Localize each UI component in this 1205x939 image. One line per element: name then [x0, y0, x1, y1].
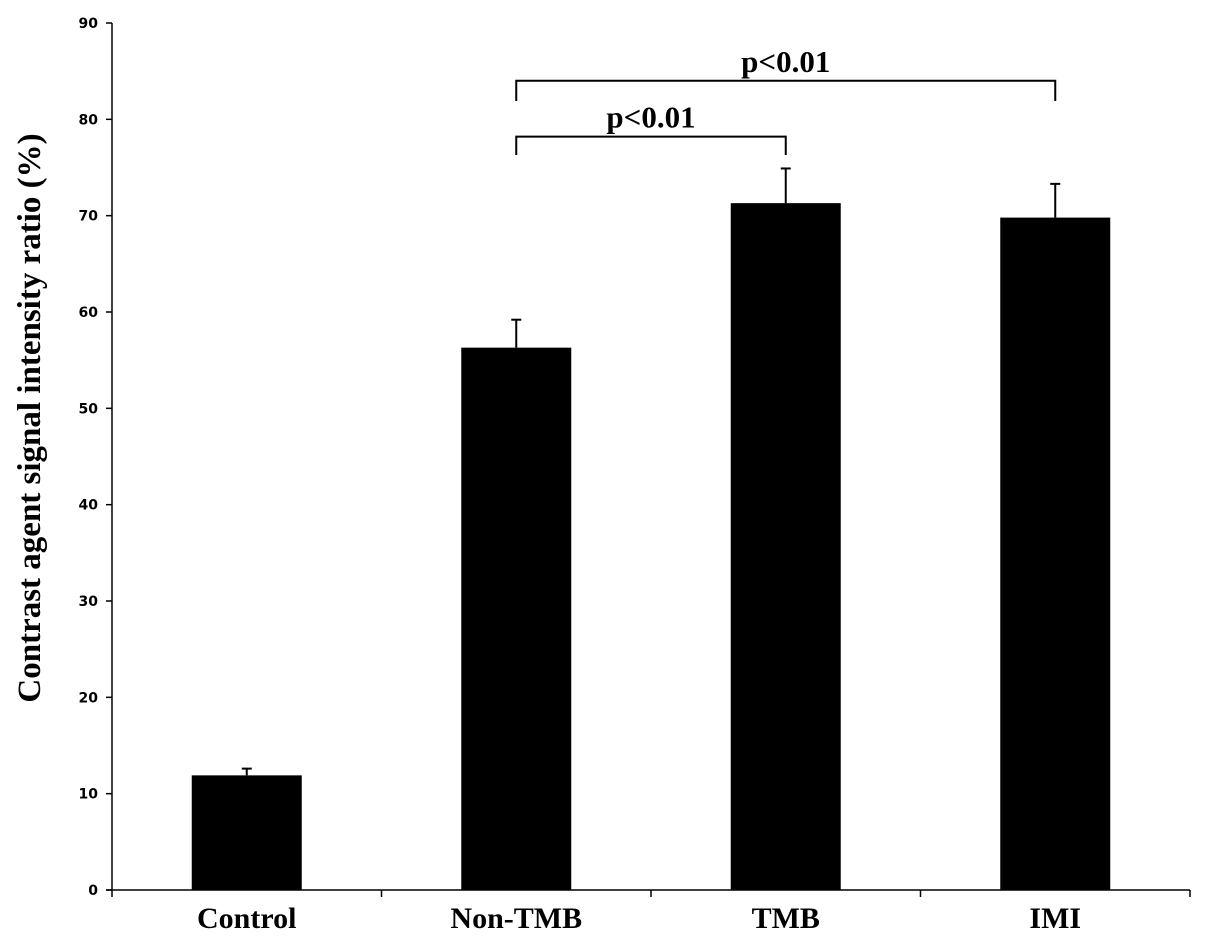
bar [730, 203, 841, 891]
y-tick-label: 40 [79, 498, 99, 514]
y-tick-label: 10 [79, 787, 99, 803]
x-category-label: Control [197, 902, 296, 935]
y-tick-label: 70 [79, 209, 99, 225]
y-tick-label: 80 [79, 112, 99, 128]
bar [461, 347, 572, 891]
x-category-label: IMI [1029, 902, 1081, 935]
bar [1000, 217, 1111, 891]
y-tick-label: 90 [79, 16, 99, 32]
x-category-label: TMB [752, 902, 820, 935]
significance-bracket [515, 79, 1057, 102]
y-tick-label: 0 [88, 883, 98, 899]
y-tick-label: 60 [79, 305, 99, 321]
y-tick-label: 30 [79, 594, 99, 610]
x-category-label: Non-TMB [450, 902, 582, 935]
bar [191, 775, 302, 890]
significance-label: p<0.01 [741, 44, 830, 79]
significance-bracket [515, 135, 787, 155]
y-tick-label: 20 [79, 690, 99, 706]
y-tick-label: 50 [79, 401, 99, 417]
significance-label: p<0.01 [606, 100, 695, 135]
y-axis-title: Contrast agent signal intensity ratio (%… [12, 133, 48, 702]
